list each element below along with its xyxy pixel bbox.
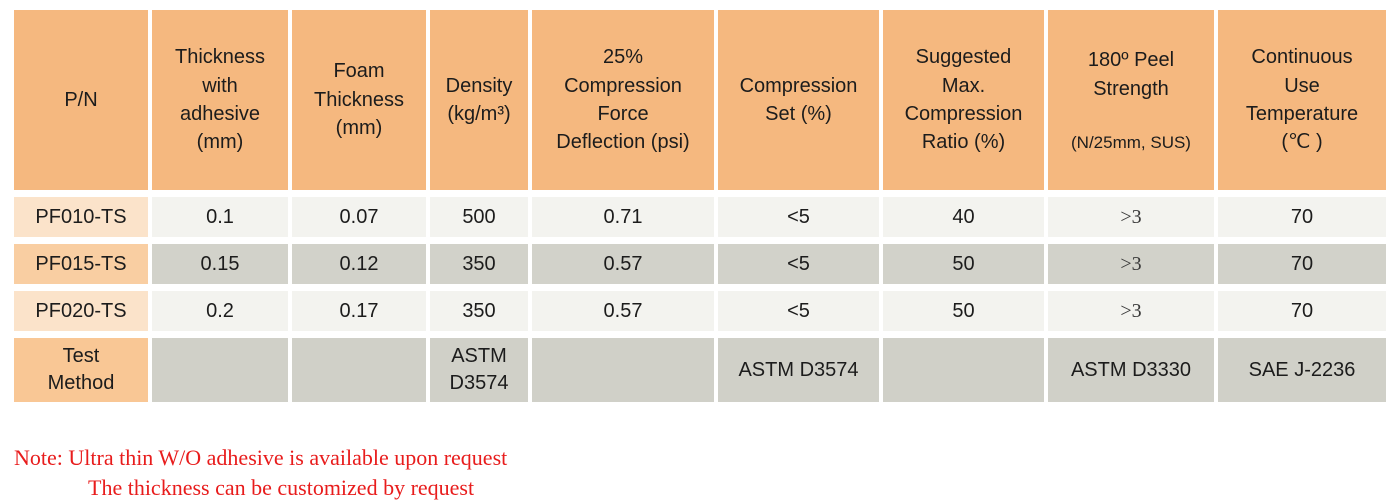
thickness-cell: 0.15 [152,244,288,284]
cfd-cell: 0.57 [532,291,714,331]
cfd-cell: 0.71 [532,197,714,237]
thickness-cell: 0.2 [152,291,288,331]
temperature-cell: 70 [1218,291,1386,331]
foam-thickness-cell: 0.12 [292,244,426,284]
table-header-row: P/N Thickness with adhesive (mm) Foam Th… [14,10,1386,190]
table-row-pf010: PF010-TS 0.1 0.07 500 0.71 <5 40 >3 70 [14,197,1386,237]
header-peel-strength-unit: (N/25mm, SUS) [1071,132,1191,152]
compression-set-cell: <5 [718,291,879,331]
header-compression-force-deflection: 25% Compression Force Deflection (psi) [532,10,714,190]
max-ratio-cell: 50 [883,291,1044,331]
test-method-cfd-cell [532,338,714,402]
max-ratio-cell: 40 [883,197,1044,237]
density-cell: 350 [430,291,528,331]
footnote-line-1: Note: Ultra thin W/O adhesive is availab… [14,445,508,470]
test-method-density-cell: ASTM D3574 [430,338,528,402]
compression-set-cell: <5 [718,244,879,284]
foam-thickness-cell: 0.07 [292,197,426,237]
table-row-test-method: Test Method ASTM D3574 ASTM D3574 ASTM D… [14,338,1386,402]
header-foam-thickness: Foam Thickness (mm) [292,10,426,190]
test-method-foam-cell [292,338,426,402]
test-method-max-ratio-cell [883,338,1044,402]
peel-strength-cell: >3 [1048,244,1214,284]
density-cell: 500 [430,197,528,237]
compression-set-cell: <5 [718,197,879,237]
peel-strength-cell: >3 [1048,291,1214,331]
cfd-cell: 0.57 [532,244,714,284]
temperature-cell: 70 [1218,197,1386,237]
header-peel-strength: 180º Peel Strength (N/25mm, SUS) [1048,10,1214,190]
footnote: Note: Ultra thin W/O adhesive is availab… [14,443,1396,503]
test-method-thickness-cell [152,338,288,402]
test-method-peel-cell: ASTM D3330 [1048,338,1214,402]
header-thickness-with-adhesive: Thickness with adhesive (mm) [152,10,288,190]
footnote-line-2: The thickness can be customized by reque… [88,475,475,501]
header-continuous-use-temperature: Continuous Use Temperature (℃ ) [1218,10,1386,190]
header-compression-set: Compression Set (%) [718,10,879,190]
max-ratio-cell: 50 [883,244,1044,284]
header-density: Density (kg/m³) [430,10,528,190]
peel-strength-cell: >3 [1048,197,1214,237]
table-row-pf015: PF015-TS 0.15 0.12 350 0.57 <5 50 >3 70 [14,244,1386,284]
spec-table: P/N Thickness with adhesive (mm) Foam Th… [10,3,1390,409]
thickness-cell: 0.1 [152,197,288,237]
test-method-label: Test Method [14,338,148,402]
header-peel-strength-main: 180º Peel Strength [1087,49,1175,100]
header-pn: P/N [14,10,148,190]
foam-thickness-cell: 0.17 [292,291,426,331]
pn-cell: PF020-TS [14,291,148,331]
test-method-compression-set-cell: ASTM D3574 [718,338,879,402]
test-method-temperature-cell: SAE J-2236 [1218,338,1386,402]
table-row-pf020: PF020-TS 0.2 0.17 350 0.57 <5 50 >3 70 [14,291,1386,331]
temperature-cell: 70 [1218,244,1386,284]
header-suggested-max-compression-ratio: Suggested Max. Compression Ratio (%) [883,10,1044,190]
density-cell: 350 [430,244,528,284]
pn-cell: PF010-TS [14,197,148,237]
pn-cell: PF015-TS [14,244,148,284]
